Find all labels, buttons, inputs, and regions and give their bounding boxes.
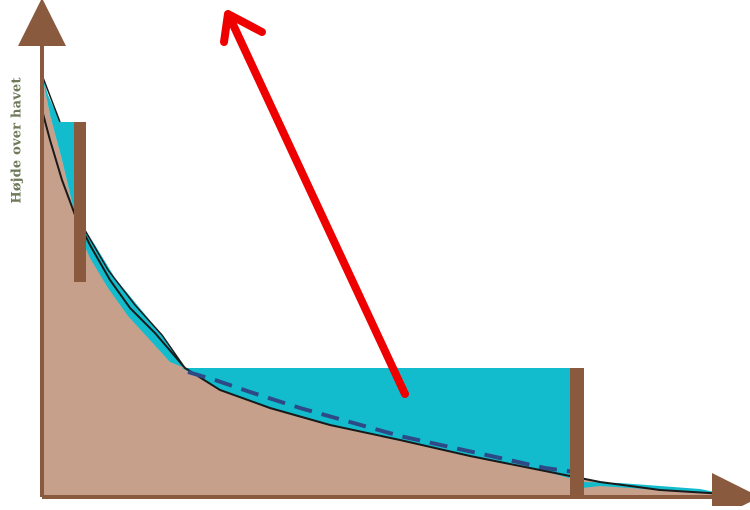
red-arrow-head (220, 10, 266, 46)
terrain-outline (41, 109, 726, 495)
dashed-flow-line (187, 370, 576, 474)
y-axis-label-text: Højde over havet (9, 76, 25, 204)
upper-dam (74, 122, 86, 282)
red-arrow-shaft (226, 14, 409, 398)
y-axis-label: Højde over havet (4, 60, 30, 220)
terrain (42, 75, 725, 497)
upper-reservoir (42, 75, 75, 215)
water-outline (41, 74, 186, 369)
lower-reservoir (182, 368, 576, 480)
lower-dam (570, 368, 584, 498)
